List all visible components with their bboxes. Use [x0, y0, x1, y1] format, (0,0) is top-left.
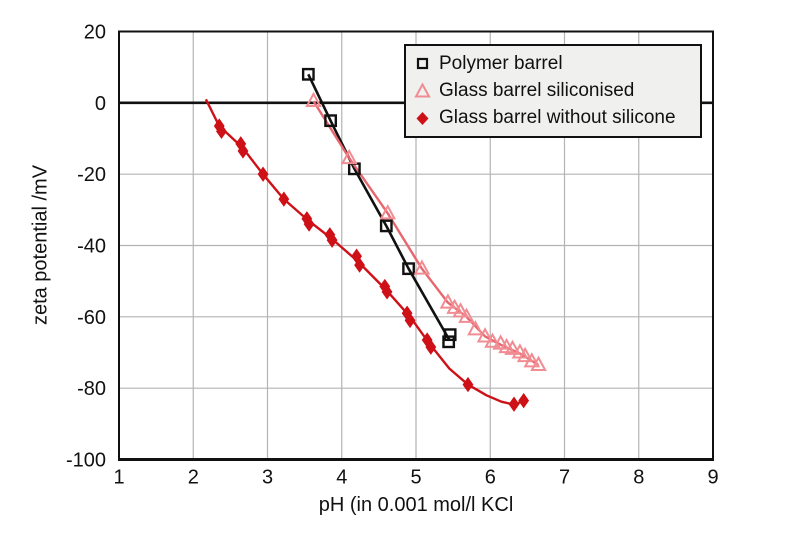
- marker-glass-barrel-without-silicone: [257, 166, 269, 182]
- x-tick-label: 1: [113, 467, 124, 489]
- y-tick-label: -80: [77, 378, 106, 400]
- marker-glass-barrel-siliconised: [492, 334, 509, 350]
- filled-diamond-marker-icon: [416, 111, 429, 125]
- marker-glass-barrel-siliconised: [504, 339, 521, 355]
- x-tick-label: 7: [559, 467, 570, 489]
- marker-glass-barrel-siliconised: [484, 332, 501, 348]
- legend-row-polymer-barrel: Polymer barrel: [414, 53, 692, 75]
- marker-glass-barrel-without-silicone: [278, 191, 290, 207]
- open-square-marker-icon: [416, 58, 429, 70]
- marker-glass-barrel-siliconised: [530, 355, 547, 371]
- y-tick-label: -100: [66, 450, 106, 472]
- marker-polymer-barrel: [379, 219, 393, 233]
- marker-polymer-barrel: [442, 335, 456, 349]
- marker-glass-barrel-siliconised: [379, 204, 397, 220]
- legend-label: Glass barrel siliconised: [439, 79, 635, 101]
- y-tick-label: 20: [84, 22, 106, 44]
- y-tick-label: -20: [77, 164, 106, 186]
- x-tick-label: 8: [633, 467, 644, 489]
- series-line-glass-barrel-siliconised: [312, 100, 540, 367]
- marker-glass-barrel-siliconised: [458, 307, 475, 323]
- x-axis-label: pH (in 0.001 mol/l KCl: [318, 494, 514, 516]
- open-triangle-marker-icon: [414, 82, 431, 98]
- marker-glass-barrel-siliconised: [452, 302, 469, 318]
- marker-polymer-barrel: [402, 262, 415, 276]
- x-tick-label: 3: [262, 467, 273, 489]
- marker-glass-barrel-without-silicone: [216, 123, 227, 140]
- legend-label: Glass barrel without silicone: [439, 107, 676, 129]
- y-tick-label: 0: [95, 93, 106, 115]
- x-tick-label: 5: [410, 467, 421, 489]
- marker-glass-barrel-siliconised: [340, 148, 358, 165]
- y-axis-label: zeta potential /mV: [29, 164, 52, 326]
- legend-label: Polymer barrel: [439, 52, 563, 74]
- marker-polymer-barrel: [324, 114, 338, 128]
- marker-glass-barrel-without-silicone: [404, 312, 416, 329]
- y-tick-label: -60: [77, 307, 106, 329]
- marker-polymer-barrel: [443, 328, 457, 342]
- marker-glass-barrel-without-silicone: [354, 257, 365, 273]
- marker-glass-barrel-siliconised: [446, 298, 463, 314]
- marker-polymer-barrel: [301, 67, 315, 81]
- legend-row-glass-barrel-siliconised: Glass barrel siliconised: [414, 80, 692, 102]
- marker-glass-barrel-without-silicone: [303, 216, 315, 232]
- marker-glass-barrel-siliconised: [523, 352, 541, 368]
- marker-glass-barrel-siliconised: [476, 327, 494, 343]
- x-tick-label: 9: [707, 467, 718, 489]
- marker-glass-barrel-siliconised: [413, 259, 431, 275]
- marker-glass-barrel-without-silicone: [518, 392, 530, 409]
- marker-glass-barrel-without-silicone: [508, 396, 520, 412]
- x-tick-label: 6: [485, 467, 496, 489]
- marker-glass-barrel-siliconised: [516, 346, 534, 363]
- x-tick-label: 4: [336, 467, 347, 489]
- legend: Polymer barrel Glass barrel siliconised …: [404, 44, 702, 138]
- marker-glass-barrel-siliconised: [305, 91, 322, 108]
- series-line-polymer-barrel: [307, 73, 451, 341]
- marker-glass-barrel-without-silicone: [326, 232, 338, 248]
- marker-glass-barrel-siliconised: [439, 293, 457, 309]
- marker-glass-barrel-siliconised: [467, 320, 484, 336]
- y-tick-label: -40: [77, 236, 106, 258]
- marker-glass-barrel-without-silicone: [425, 339, 437, 355]
- marker-glass-barrel-without-silicone: [381, 284, 393, 300]
- marker-glass-barrel-without-silicone: [237, 143, 249, 159]
- marker-glass-barrel-without-silicone: [462, 376, 474, 393]
- x-tick-label: 2: [188, 467, 199, 489]
- legend-row-glass-barrel-without-silicone: Glass barrel without silicone: [414, 107, 692, 129]
- series-line-glass-barrel-without-silicone: [204, 98, 525, 406]
